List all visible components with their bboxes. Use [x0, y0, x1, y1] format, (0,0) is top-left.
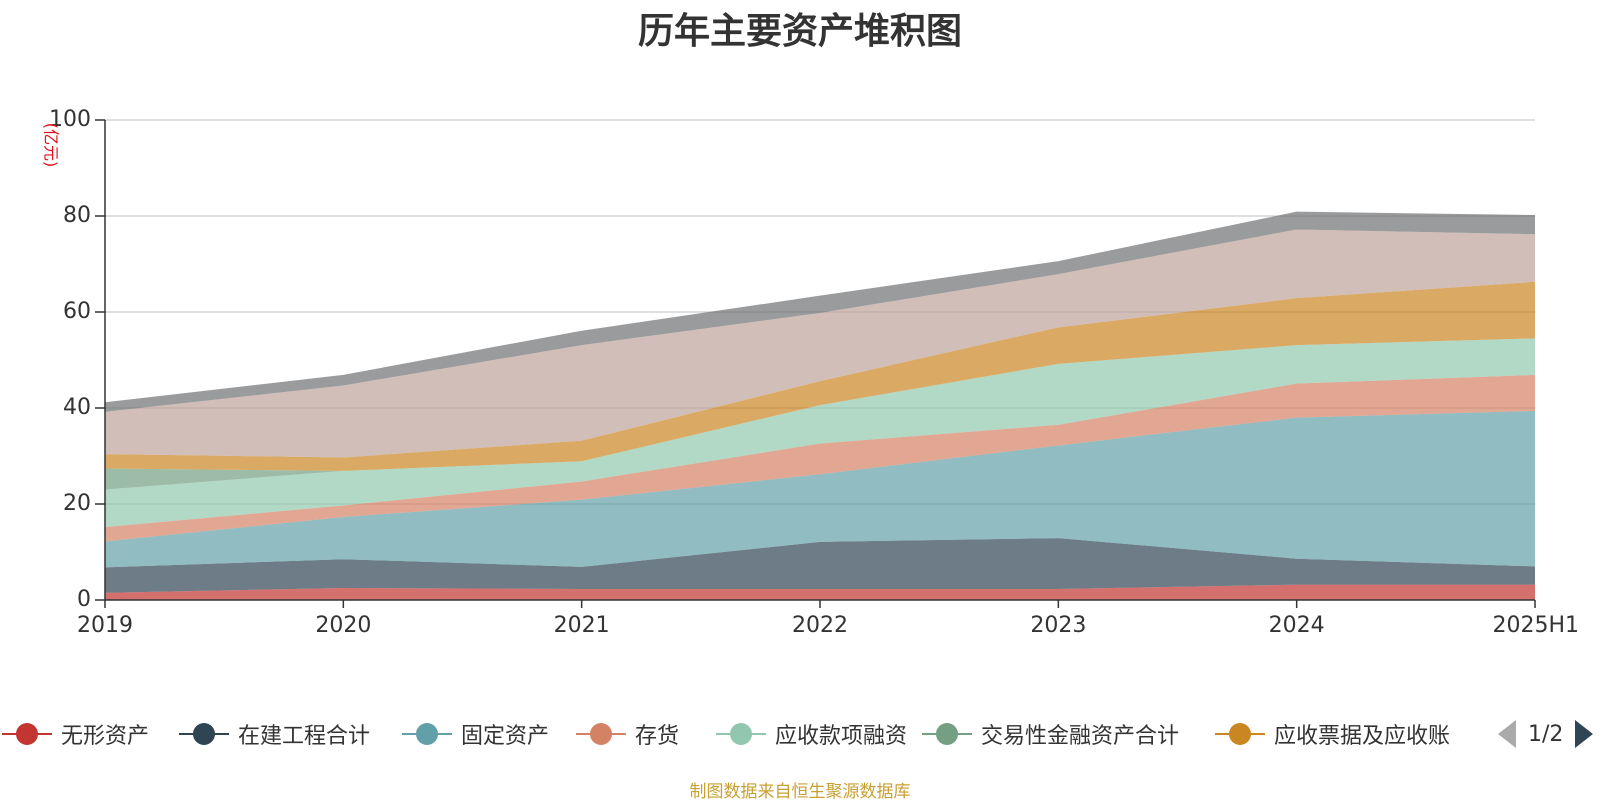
area-series-8[interactable]: [105, 211, 1535, 412]
area-series-4[interactable]: [105, 338, 1535, 528]
legend-label: 在建工程合计: [238, 724, 371, 749]
legend-item[interactable]: 无形资产: [2, 712, 149, 756]
legend-pager: 1/2: [1498, 712, 1594, 756]
axis-layer: 0 20 40 60 80 100 2019 2020 2021 2022 2023 2024 2025…: [49, 107, 1579, 638]
legend-label: 交易性金融资产合计: [981, 724, 1180, 749]
legend: 无形资产 在建工程合计 固定资产 存货 应收款项融资 交易性金融资产合计 应收票据及应收账 …: [0, 712, 1600, 756]
legend-marker-icon: [179, 719, 229, 749]
y-tick-label: 0: [77, 587, 91, 612]
x-tick-label: 2021: [554, 613, 610, 638]
y-tick-label: 100: [49, 107, 91, 132]
area-series-1[interactable]: [105, 538, 1535, 593]
x-tick-label: 2024: [1269, 613, 1325, 638]
y-tick-label: 40: [63, 395, 91, 420]
legend-label: 存货: [635, 724, 680, 749]
source-note: 制图数据来自恒生聚源数据库: [689, 782, 911, 802]
legend-item[interactable]: 固定资产: [402, 712, 549, 756]
legend-marker-icon: [2, 719, 52, 749]
y-tick-label: 80: [63, 203, 91, 228]
triangle-left-icon[interactable]: [1498, 720, 1516, 748]
legend-marker-icon: [402, 719, 452, 749]
y-axis-unit-label: (亿元): [42, 123, 61, 168]
legend-item[interactable]: 在建工程合计: [179, 712, 370, 756]
legend-item[interactable]: 交易性金融资产合计: [922, 712, 1179, 756]
triangle-right-icon[interactable]: [1575, 720, 1594, 748]
area-series-7[interactable]: [105, 229, 1535, 458]
x-tick-label: 2025H1: [1492, 613, 1579, 638]
legend-label: 应收款项融资: [775, 724, 908, 749]
legend-label: 无形资产: [61, 724, 150, 749]
legend-marker-icon: [1215, 719, 1265, 749]
y-tick-label: 60: [63, 299, 91, 324]
x-tick-label: 2023: [1030, 613, 1086, 638]
legend-marker-icon: [716, 719, 766, 749]
legend-page-indicator: 1/2: [1528, 721, 1564, 747]
area-series-3[interactable]: [105, 374, 1535, 542]
x-tick-label: 2020: [315, 613, 371, 638]
x-tick-label: 2022: [792, 613, 848, 638]
legend-item[interactable]: 应收款项融资: [716, 712, 907, 756]
legend-item[interactable]: 应收票据及应收账: [1215, 712, 1450, 756]
area-series-5[interactable]: [105, 338, 1535, 490]
chart-title: 历年主要资产堆积图: [637, 11, 962, 52]
legend-item[interactable]: 存货: [576, 712, 679, 756]
legend-marker-icon: [922, 719, 972, 749]
legend-label: 固定资产: [461, 724, 550, 749]
area-series-0[interactable]: [105, 584, 1535, 600]
x-tick-label: 2019: [77, 613, 133, 638]
legend-marker-icon: [576, 719, 626, 749]
area-layer: [105, 211, 1535, 600]
area-series-6[interactable]: [105, 281, 1535, 471]
area-series-2[interactable]: [105, 410, 1535, 568]
y-tick-label: 20: [63, 491, 91, 516]
legend-label: 应收票据及应收账: [1274, 724, 1451, 749]
